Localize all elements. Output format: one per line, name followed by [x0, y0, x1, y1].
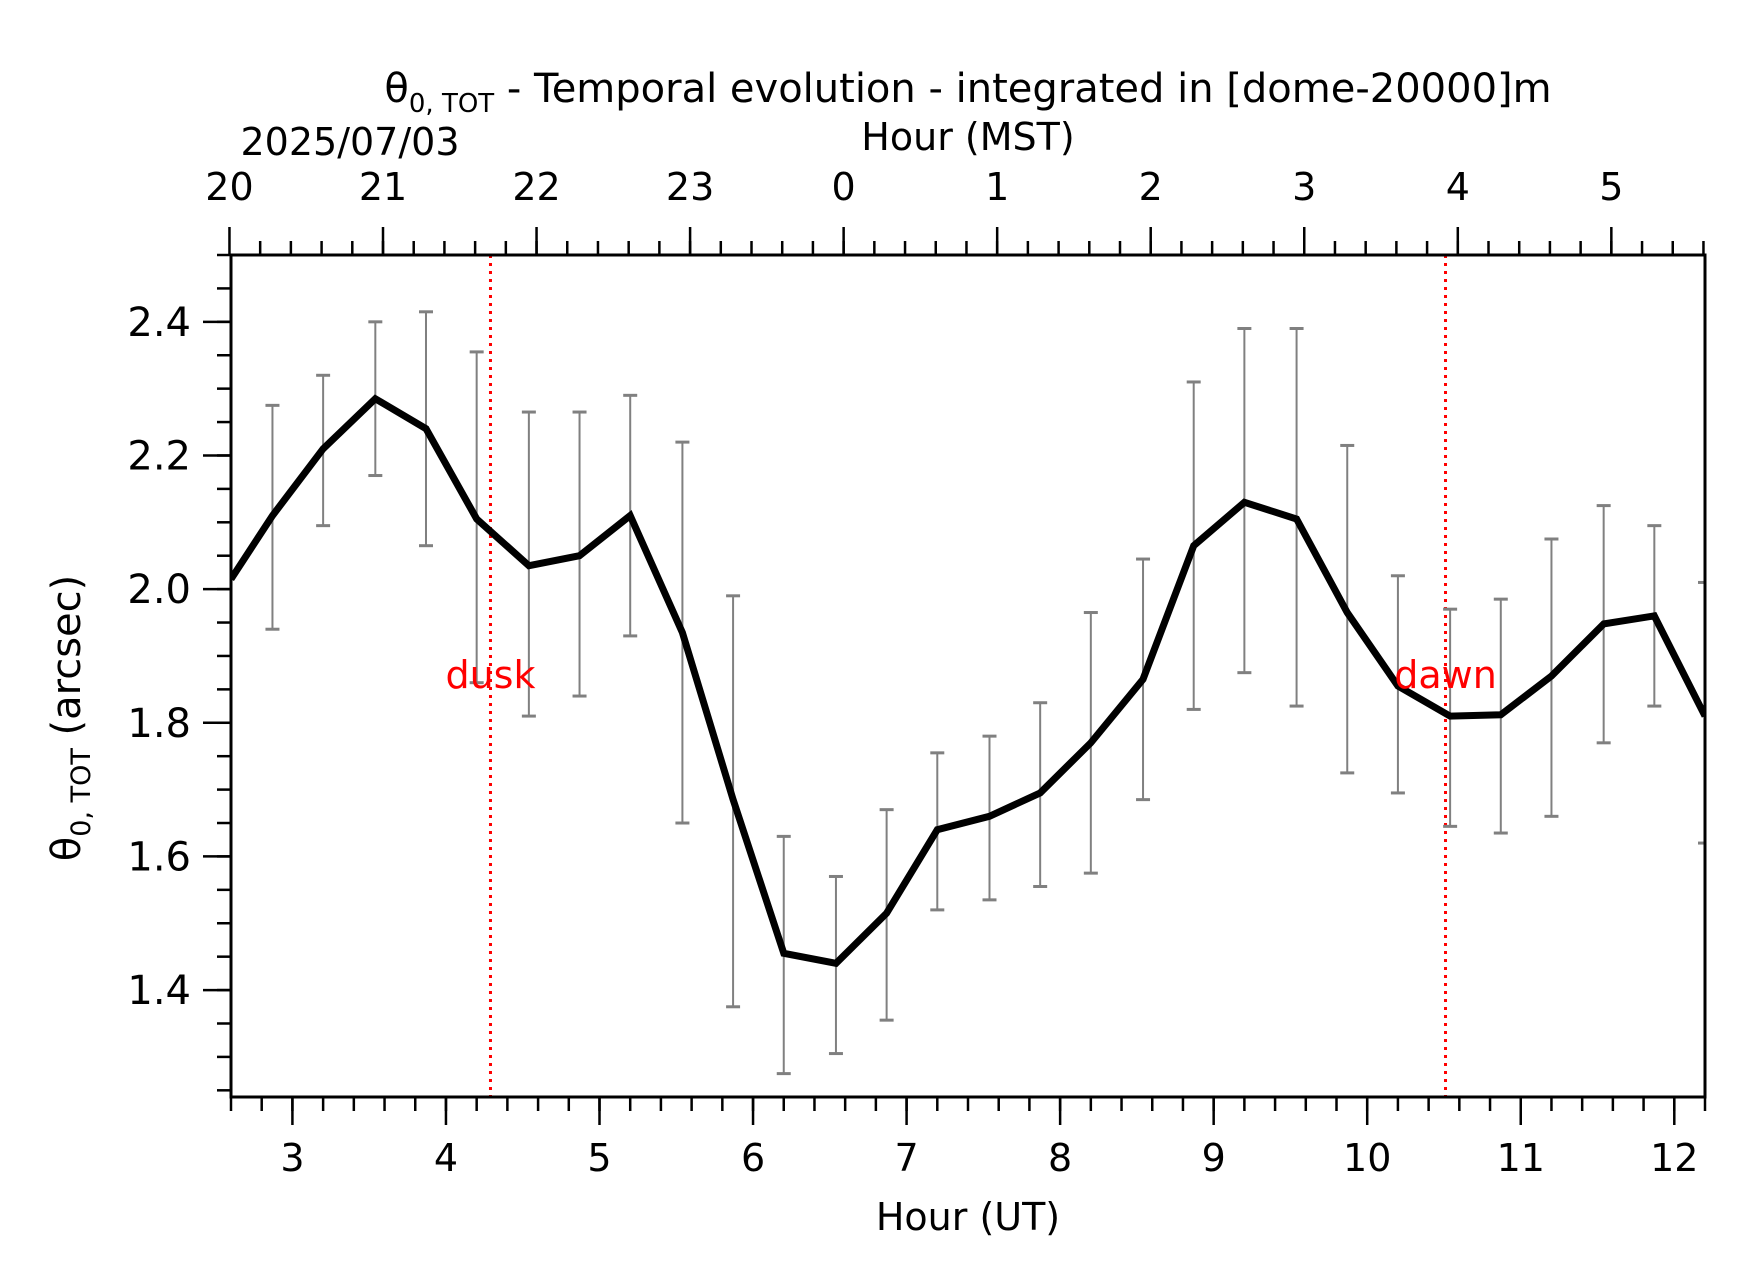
y-tick-label: 1.8 [127, 701, 191, 747]
plot-frame [229, 253, 1707, 1099]
top-tick-label: 20 [205, 165, 253, 209]
top-tick-label: 5 [1599, 165, 1623, 209]
dawn-label: dawn [1394, 653, 1497, 697]
top-tick-label: 3 [1292, 165, 1316, 209]
y-tick-label: 1.4 [127, 968, 191, 1014]
top-axis-label: Hour (MST) [861, 115, 1074, 159]
y-axis-label: θ0, TOT (arcsec) [44, 575, 97, 862]
x-tick-label: 11 [1497, 1136, 1545, 1180]
chart-title-rest: - Temporal evolution - integrated in [do… [494, 66, 1551, 112]
x-tick-label: 6 [741, 1136, 765, 1180]
y-tick-label: 2.4 [127, 300, 191, 346]
y-tick-label: 1.6 [127, 834, 191, 880]
top-tick-label: 0 [832, 165, 856, 209]
x-axis-label: Hour (UT) [876, 1195, 1060, 1239]
chart-title: θ0, TOT - Temporal evolution - integrate… [384, 66, 1551, 119]
date-label: 2025/07/03 [240, 120, 459, 164]
y-tick-label: 2.2 [127, 433, 191, 479]
dusk-label: dusk [445, 653, 535, 697]
chart-title-subscript: 0, TOT [409, 89, 494, 119]
top-tick-label: 2 [1139, 165, 1163, 209]
x-tick-label: 10 [1343, 1136, 1391, 1180]
series-line [231, 394, 1705, 968]
y-axis-label-theta: θ [44, 837, 90, 861]
x-tick-label: 3 [280, 1136, 304, 1180]
top-tick-label: 1 [985, 165, 1009, 209]
y-tick-label: 2.0 [127, 567, 191, 613]
data-layer [231, 255, 1705, 1097]
y-axis-label-subscript: 0, TOT [66, 748, 97, 837]
x-tick-label: 7 [894, 1136, 918, 1180]
x-tick-label: 5 [587, 1136, 611, 1180]
top-tick-label: 21 [359, 165, 407, 209]
x-tick-label: 12 [1650, 1136, 1698, 1180]
chart-title-theta: θ [384, 66, 408, 112]
x-tick-label: 8 [1048, 1136, 1072, 1180]
y-axis-label-rest: (arcsec) [44, 575, 90, 748]
top-tick-label: 4 [1446, 165, 1470, 209]
top-tick-label: 22 [512, 165, 560, 209]
x-tick-label: 4 [434, 1136, 458, 1180]
x-tick-label: 9 [1202, 1136, 1226, 1180]
top-tick-label: 23 [666, 165, 714, 209]
